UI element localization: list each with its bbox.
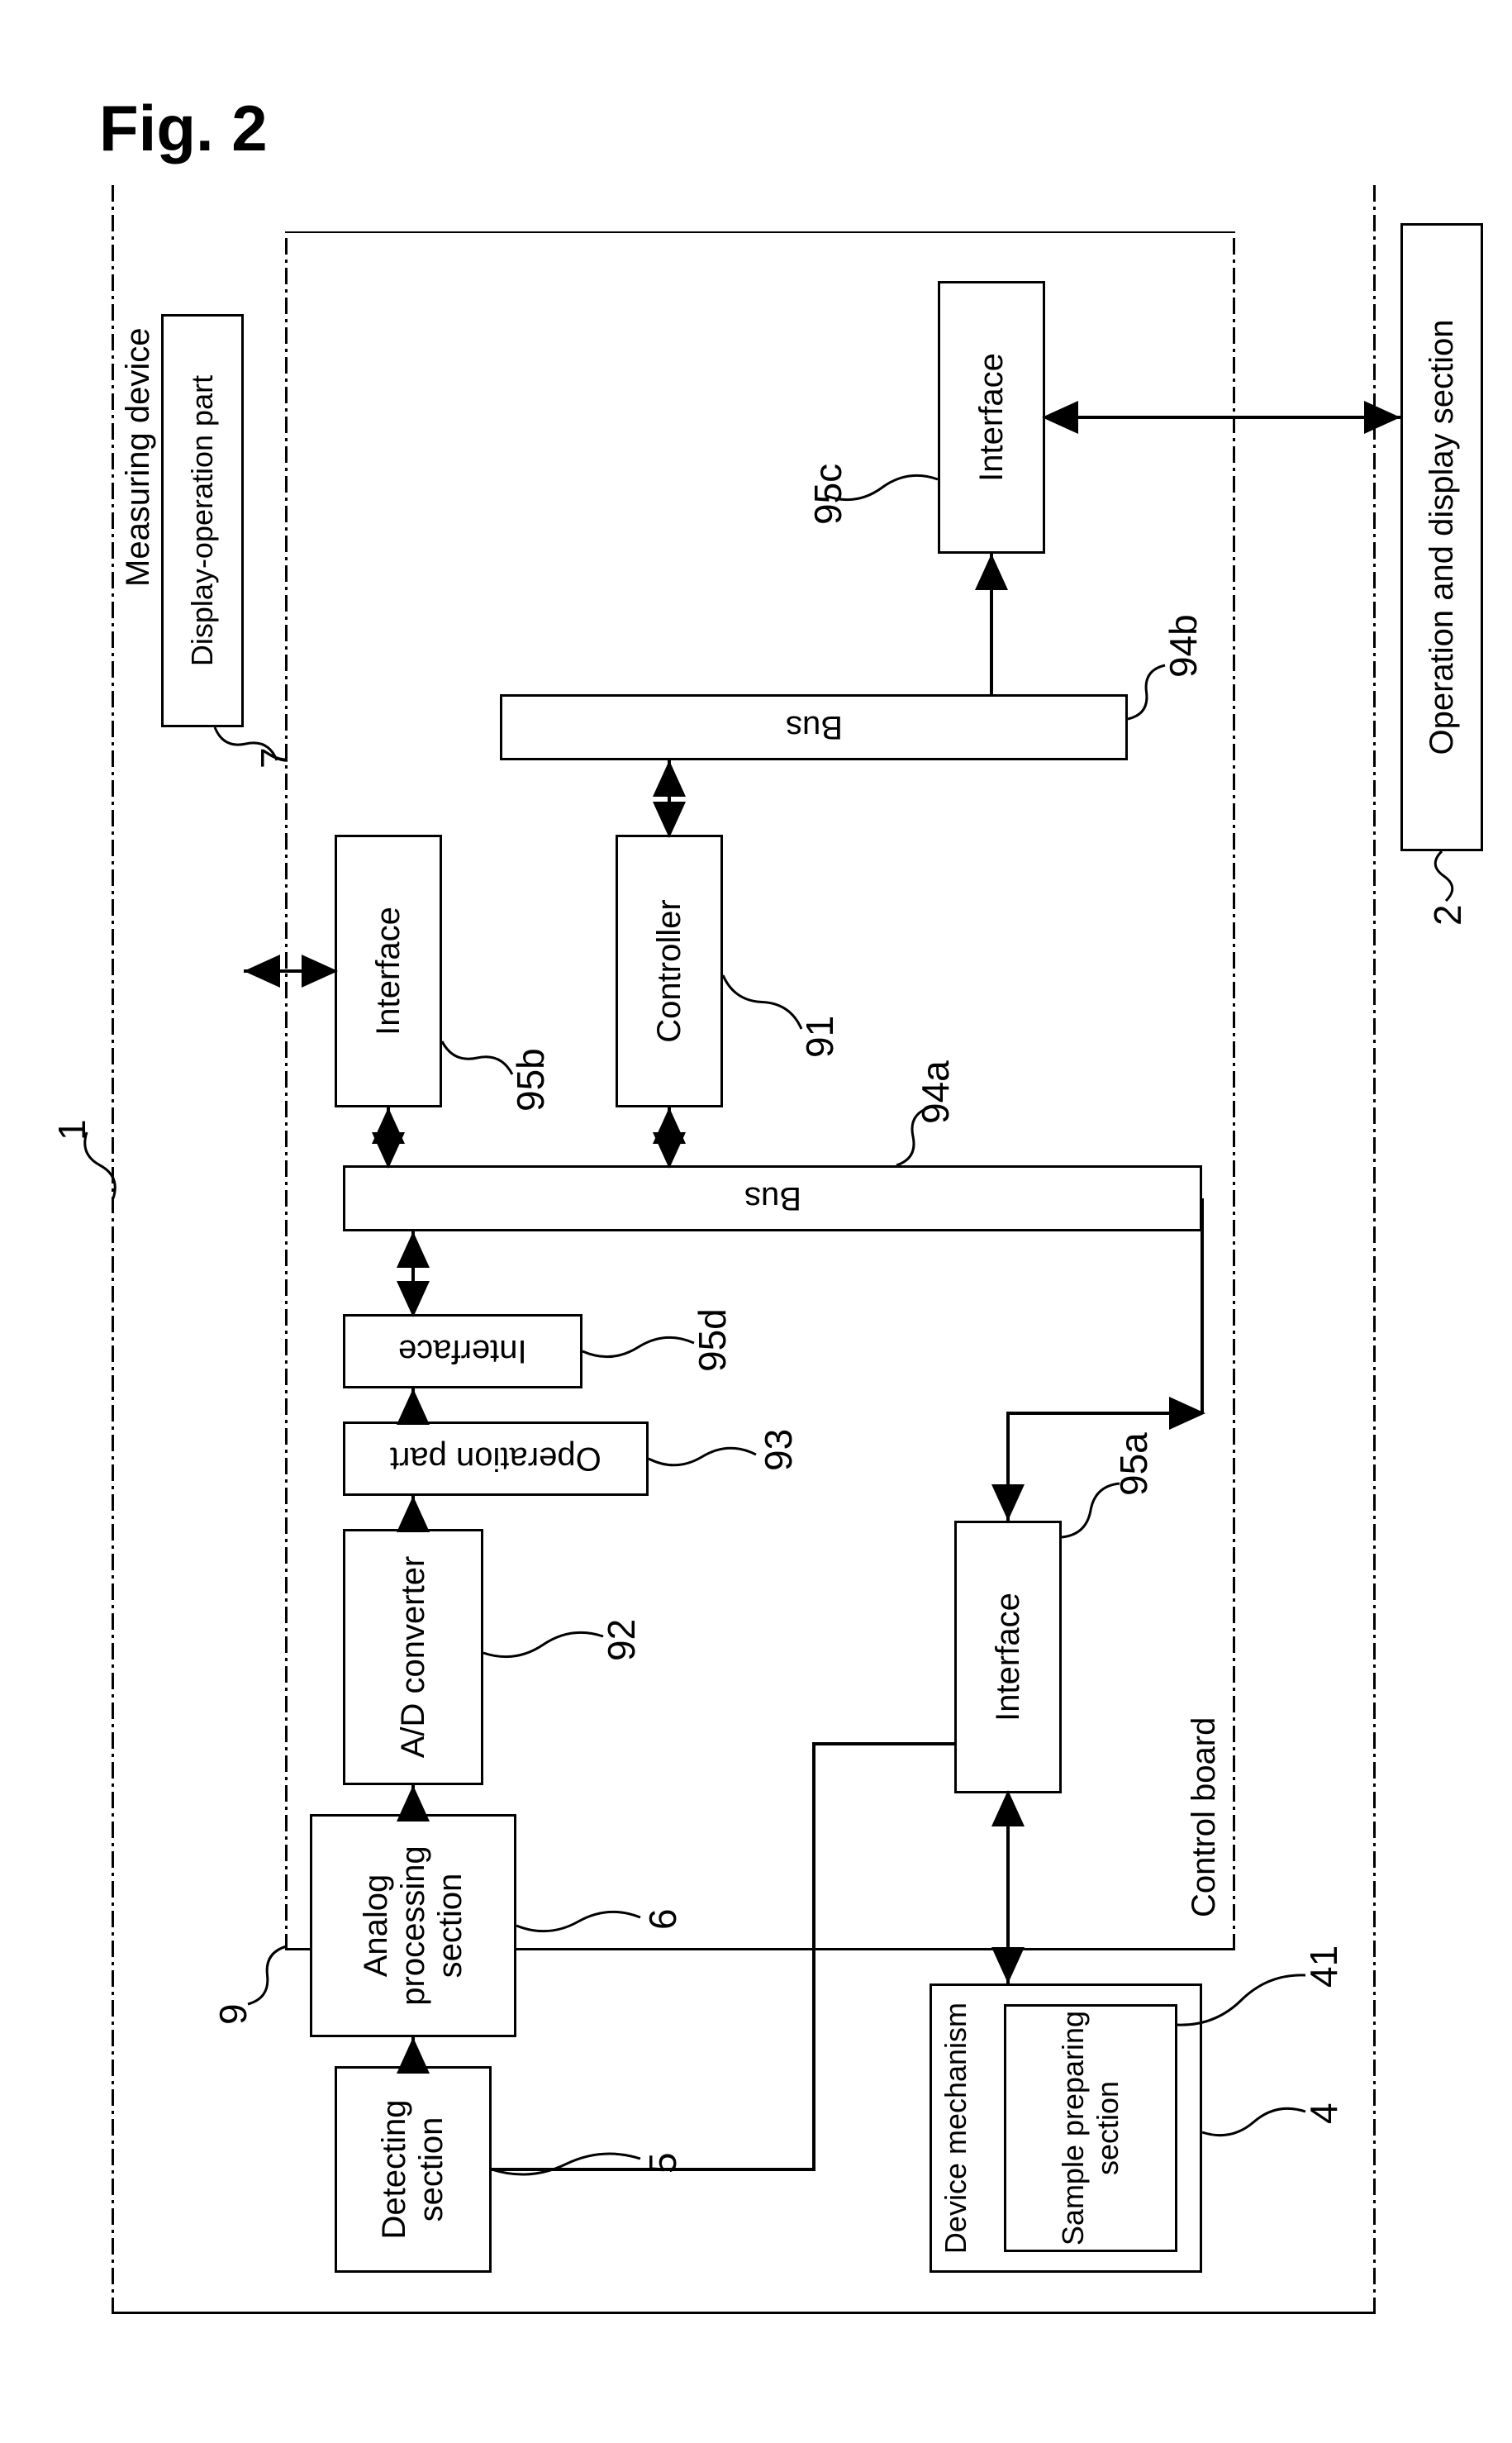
ref-95c: 95c xyxy=(806,464,850,525)
ref-9: 9 xyxy=(211,2003,255,2025)
ref-94b: 94b xyxy=(1161,614,1205,678)
ref-93: 93 xyxy=(756,1429,801,1471)
ref-94a: 94a xyxy=(913,1060,958,1124)
ref-91: 91 xyxy=(797,1016,842,1058)
ref-95d: 95d xyxy=(690,1308,735,1372)
ref-2: 2 xyxy=(1425,904,1470,926)
ref-95a: 95a xyxy=(1111,1432,1156,1496)
ref-5: 5 xyxy=(640,2152,685,2174)
leaders-svg xyxy=(37,99,1500,2380)
ref-92: 92 xyxy=(599,1619,644,1661)
ref-1: 1 xyxy=(50,1119,94,1141)
ref-41: 41 xyxy=(1301,1945,1346,1988)
ref-4: 4 xyxy=(1301,2103,1346,2124)
ref-6: 6 xyxy=(640,1908,685,1930)
ref-95b: 95b xyxy=(508,1048,553,1112)
ref-7: 7 xyxy=(252,747,297,769)
